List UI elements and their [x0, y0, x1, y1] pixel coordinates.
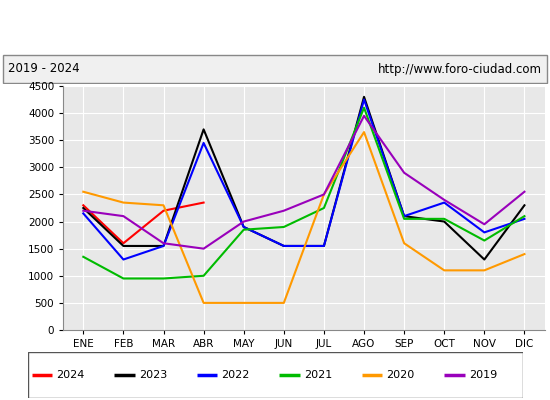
Text: 2019: 2019 — [469, 370, 497, 380]
Text: Evolucion Nº Turistas Nacionales en el municipio de Cabeza del Buey: Evolucion Nº Turistas Nacionales en el m… — [45, 20, 505, 34]
FancyBboxPatch shape — [3, 55, 547, 83]
Text: 2021: 2021 — [304, 370, 332, 380]
Text: 2019 - 2024: 2019 - 2024 — [8, 62, 80, 76]
Text: 2023: 2023 — [139, 370, 167, 380]
Text: 2022: 2022 — [221, 370, 250, 380]
Text: 2020: 2020 — [386, 370, 415, 380]
Text: 2024: 2024 — [56, 370, 85, 380]
FancyBboxPatch shape — [28, 352, 522, 398]
Text: http://www.foro-ciudad.com: http://www.foro-ciudad.com — [378, 62, 542, 76]
